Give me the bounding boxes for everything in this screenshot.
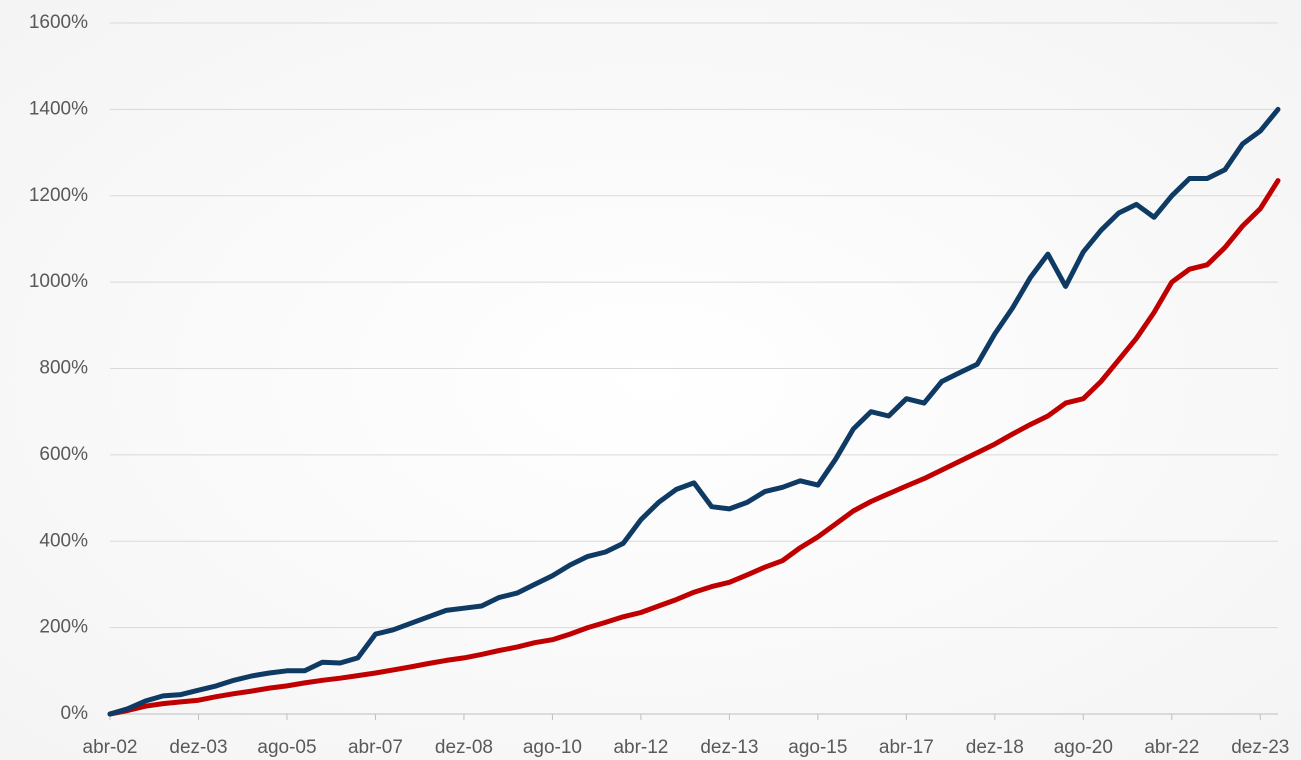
y-tick-label: 0%	[61, 703, 89, 724]
y-tick-label: 1600%	[29, 12, 88, 33]
y-tick-label: 1200%	[29, 185, 88, 206]
x-tick-label: dez-08	[435, 737, 493, 758]
x-tick-label: dez-03	[169, 737, 227, 758]
series-line	[107, 106, 1281, 717]
x-tick-label: ago-15	[788, 737, 847, 758]
x-tick-label: dez-23	[1231, 737, 1289, 758]
x-tick-label: abr-07	[348, 737, 403, 758]
x-tick-label: ago-05	[257, 737, 316, 758]
y-tick-label: 1000%	[29, 271, 88, 292]
x-tick-label: dez-13	[700, 737, 758, 758]
series-line	[107, 178, 1281, 717]
x-tick-label: dez-18	[966, 737, 1024, 758]
y-tick-label: 1400%	[29, 98, 88, 119]
x-tick-label: ago-10	[523, 737, 582, 758]
y-tick-label: 600%	[39, 444, 88, 465]
y-tick-label: 400%	[39, 530, 88, 551]
x-tick-label: abr-02	[83, 737, 138, 758]
x-tick-label: abr-17	[879, 737, 934, 758]
x-tick-label: abr-12	[613, 737, 668, 758]
y-tick-label: 800%	[39, 358, 88, 379]
y-tick-label: 200%	[39, 617, 88, 638]
x-tick-label: ago-20	[1054, 737, 1113, 758]
x-tick-label: abr-22	[1144, 737, 1199, 758]
